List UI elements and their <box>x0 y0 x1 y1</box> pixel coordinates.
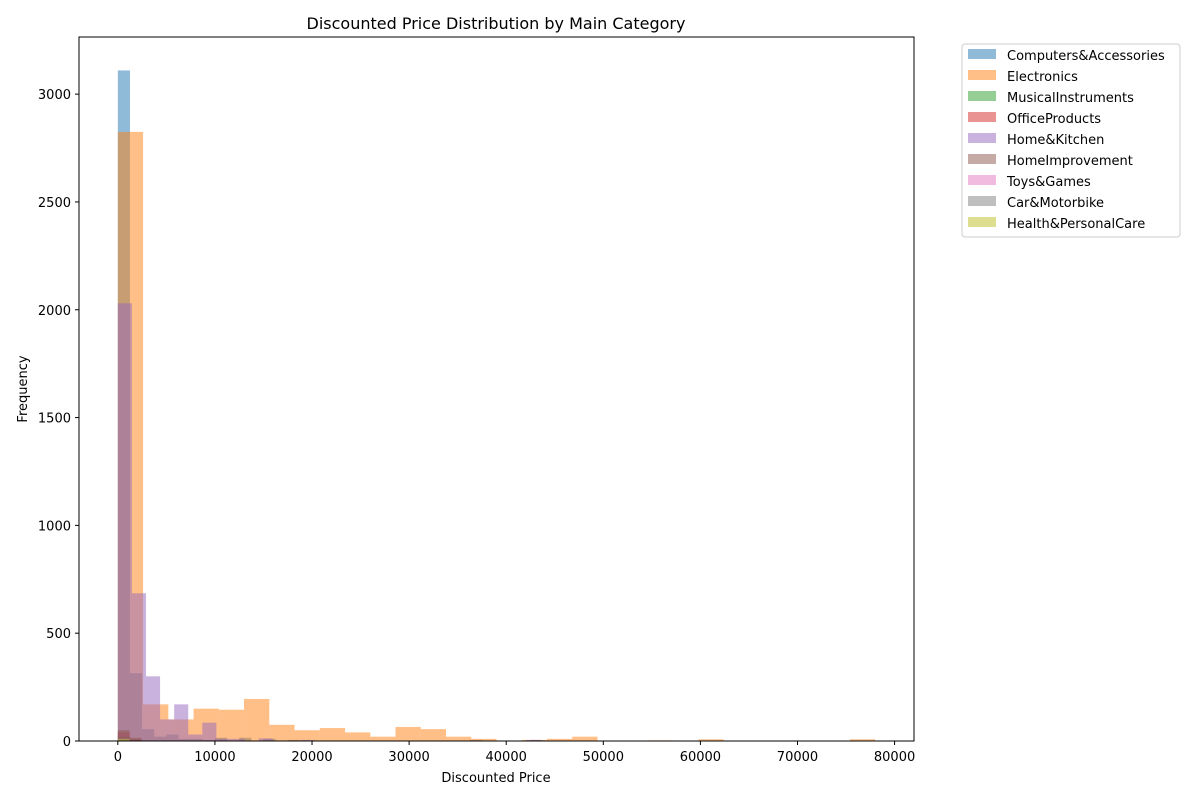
histogram-bar <box>294 730 320 741</box>
legend-label: Electronics <box>1007 70 1078 85</box>
series-5 <box>117 730 142 741</box>
y-axis-title: Frequency <box>16 355 31 422</box>
histogram-bar <box>849 739 876 741</box>
x-axis-title: Discounted Price <box>441 771 550 786</box>
x-tick-label: 40000 <box>486 750 527 765</box>
x-axis-ticks: 0 10000 20000 30000 40000 50000 60000 70000 8000… <box>114 741 915 765</box>
legend-label: OfficeProducts <box>1007 112 1101 127</box>
histogram-bar <box>258 738 273 741</box>
y-tick-label: 2000 <box>38 304 71 319</box>
histogram-bar <box>370 736 396 741</box>
x-tick-label: 0 <box>114 750 122 765</box>
histogram-bar <box>446 736 472 741</box>
legend-label: Health&PersonalCare <box>1007 217 1145 232</box>
legend-swatch <box>968 175 996 185</box>
histogram-bar <box>145 676 161 741</box>
histogram-bar <box>160 719 175 741</box>
x-tick-label: 50000 <box>583 750 624 765</box>
histogram-bar <box>174 704 189 741</box>
histogram-bar <box>395 726 421 741</box>
legend-swatch <box>968 154 996 164</box>
y-tick-label: 500 <box>46 627 71 642</box>
histogram-bar <box>300 739 315 741</box>
legend-label: Car&Motorbike <box>1007 196 1104 211</box>
x-tick-label: 30000 <box>388 750 429 765</box>
y-axis-ticks: 0 500 1000 1500 2000 2500 3000 <box>38 88 79 750</box>
series-4 <box>117 303 541 741</box>
y-tick-label: 0 <box>63 735 71 750</box>
y-tick-label: 1500 <box>38 412 71 427</box>
legend: Computers&Accessories Electronics MusicalI… <box>961 43 1181 238</box>
histogram-bar <box>244 698 270 741</box>
legend-label: MusicalInstruments <box>1007 91 1134 106</box>
histogram-bar <box>420 729 447 741</box>
chart-title: Discounted Price Distribution by Main Ca… <box>307 14 686 33</box>
y-tick-label: 1000 <box>38 519 71 534</box>
legend-frame <box>961 43 1181 238</box>
x-tick-label: 60000 <box>680 750 721 765</box>
legend-label: HomeImprovement <box>1007 154 1133 169</box>
legend-swatch <box>968 133 996 143</box>
histogram-bar <box>117 303 132 741</box>
histogram-bar <box>230 738 245 741</box>
legend-label: Computers&Accessories <box>1007 49 1165 64</box>
legend-swatch <box>968 196 996 206</box>
bars-layer <box>117 70 876 741</box>
histogram-bar <box>345 732 371 741</box>
x-tick-label: 10000 <box>194 750 235 765</box>
histogram-bar <box>131 593 146 741</box>
y-tick-label: 2500 <box>38 196 71 211</box>
histogram-bar <box>546 738 573 741</box>
legend-label: Home&Kitchen <box>1007 133 1104 148</box>
legend-label: Toys&Games <box>1006 175 1091 190</box>
series-1 <box>117 131 876 741</box>
histogram-bar <box>319 728 346 741</box>
histogram-bar <box>188 734 203 741</box>
histogram-bar <box>572 736 598 741</box>
plot-area-frame <box>78 36 915 742</box>
histogram-bar <box>471 738 497 741</box>
legend-swatch <box>968 49 996 59</box>
series-8 <box>117 738 130 741</box>
histogram-bar <box>526 739 541 741</box>
histogram-bar <box>117 730 130 741</box>
x-tick-label: 80000 <box>874 750 915 765</box>
histogram-bar <box>218 709 245 741</box>
legend-swatch <box>968 112 996 122</box>
x-tick-label: 70000 <box>777 750 818 765</box>
series-0 <box>117 70 543 741</box>
x-tick-label: 20000 <box>291 750 332 765</box>
y-tick-label: 3000 <box>38 88 71 103</box>
legend-swatch <box>968 91 996 101</box>
histogram-bar <box>129 737 142 741</box>
histogram-bar <box>698 739 724 741</box>
histogram-bar <box>269 724 295 741</box>
histogram-bar <box>117 738 130 741</box>
legend-swatch <box>968 70 996 80</box>
legend-items: Computers&Accessories Electronics MusicalI… <box>968 49 1165 232</box>
histogram-bar <box>216 738 231 741</box>
histogram-bar <box>202 722 217 741</box>
legend-swatch <box>968 217 996 227</box>
